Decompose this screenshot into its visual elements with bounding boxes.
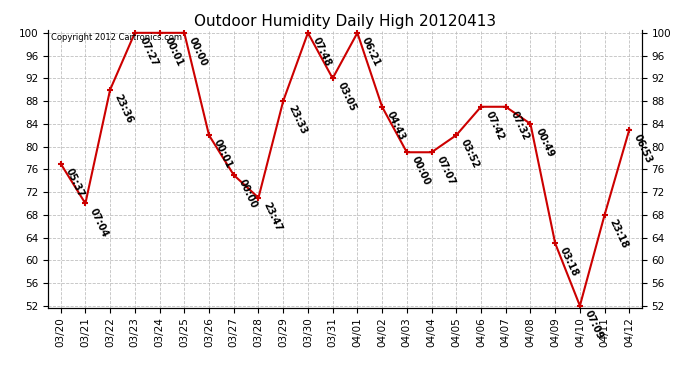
Text: 07:42: 07:42 bbox=[484, 110, 506, 142]
Text: 00:01: 00:01 bbox=[212, 138, 234, 170]
Text: 07:48: 07:48 bbox=[310, 36, 333, 68]
Text: 06:53: 06:53 bbox=[632, 132, 654, 165]
Text: 07:04: 07:04 bbox=[88, 206, 110, 238]
Text: 03:52: 03:52 bbox=[459, 138, 481, 170]
Text: 07:32: 07:32 bbox=[509, 110, 531, 142]
Text: 07:07: 07:07 bbox=[434, 155, 457, 188]
Text: 00:00: 00:00 bbox=[237, 178, 259, 210]
Text: Copyright 2012 Cartronics.com: Copyright 2012 Cartronics.com bbox=[51, 33, 182, 42]
Text: 23:33: 23:33 bbox=[286, 104, 308, 136]
Text: 23:47: 23:47 bbox=[262, 201, 284, 233]
Text: 04:43: 04:43 bbox=[385, 110, 407, 142]
Text: 00:00: 00:00 bbox=[410, 155, 432, 188]
Text: 23:18: 23:18 bbox=[607, 217, 629, 250]
Text: 07:09: 07:09 bbox=[582, 309, 605, 341]
Text: 00:00: 00:00 bbox=[187, 36, 209, 68]
Text: 03:05: 03:05 bbox=[335, 81, 357, 113]
Text: 07:27: 07:27 bbox=[137, 36, 160, 68]
Text: 05:37: 05:37 bbox=[63, 166, 86, 199]
Text: 00:49: 00:49 bbox=[533, 127, 555, 159]
Text: 06:21: 06:21 bbox=[360, 36, 382, 68]
Title: Outdoor Humidity Daily High 20120413: Outdoor Humidity Daily High 20120413 bbox=[194, 14, 496, 29]
Text: 23:36: 23:36 bbox=[113, 93, 135, 125]
Text: 00:01: 00:01 bbox=[162, 36, 184, 68]
Text: 03:18: 03:18 bbox=[558, 246, 580, 279]
